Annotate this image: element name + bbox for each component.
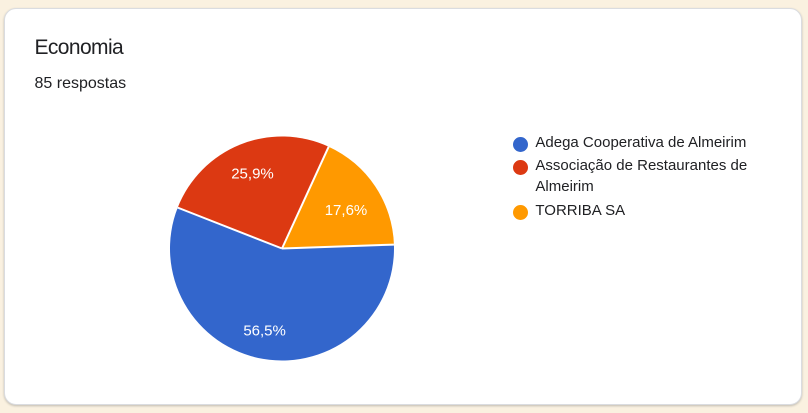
legend-item-label: TORRIBA SA xyxy=(535,201,626,219)
pie-slice-1[interactable] xyxy=(177,136,329,249)
legend-item-1: Associação de Restaurantes de Almeirim xyxy=(513,156,773,198)
slice-separator xyxy=(281,243,394,250)
legend-dot-icon xyxy=(513,136,529,152)
question-title: Economia xyxy=(34,36,124,60)
responses-count: 85 respostas xyxy=(34,75,127,93)
legend-dot-icon xyxy=(513,160,529,176)
legend-item-label: Adega Cooperativa de Almeirim xyxy=(535,133,747,151)
question-response-card xyxy=(4,8,802,405)
pie-slice-label-0: 56,5% xyxy=(243,323,286,340)
legend-dot-icon xyxy=(513,204,529,220)
pie-slice-label-2: 17,6% xyxy=(325,202,368,219)
chart-legend: Adega Cooperativa de Almeirim Associação … xyxy=(513,133,773,225)
pie-slice-0[interactable] xyxy=(169,207,394,361)
slice-separator xyxy=(281,146,330,249)
legend-item-0: Adega Cooperativa de Almeirim xyxy=(513,133,773,154)
slice-separator xyxy=(177,206,283,250)
legend-item-2: TORRIBA SA xyxy=(513,201,773,222)
pie-slice-2[interactable] xyxy=(282,146,394,249)
pie-slice-label-1: 25,9% xyxy=(231,165,274,182)
legend-item-label: Associação de Restaurantes de Almeirim xyxy=(535,157,748,196)
